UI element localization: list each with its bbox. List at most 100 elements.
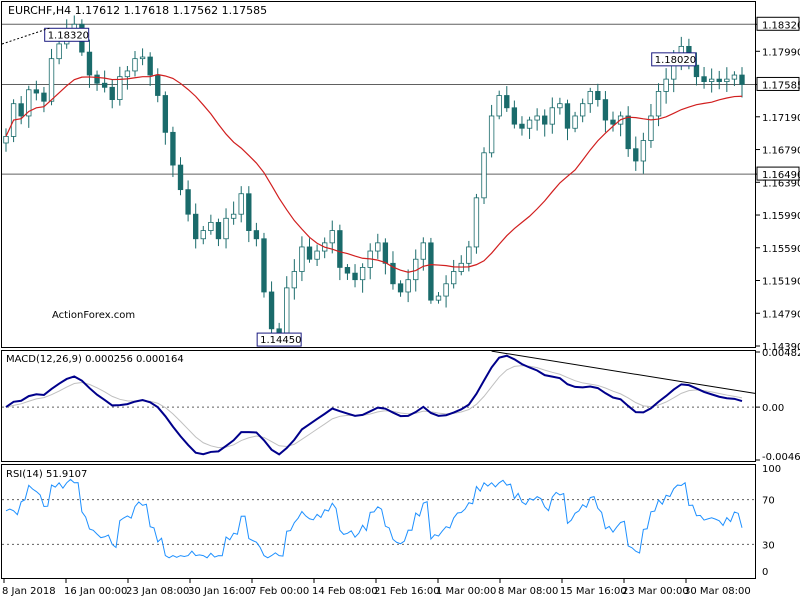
price-annotation-box: [651, 52, 697, 67]
price-tick-label: 1.16390: [762, 178, 800, 189]
price-tick-label: 1.14390: [762, 342, 800, 353]
candle-body: [640, 140, 647, 162]
candle-body: [139, 56, 146, 60]
candle-body: [579, 103, 586, 117]
candle-body: [443, 283, 449, 297]
candle-body: [261, 238, 267, 293]
time-tick-label: 30 Jan 16:00: [188, 586, 251, 597]
macd-pane: [1, 350, 756, 462]
candle-body: [488, 115, 495, 154]
macd-signal-line: [5, 365, 743, 449]
candle-body: [230, 213, 237, 219]
candle-body: [33, 89, 40, 94]
candle-body: [382, 242, 389, 264]
candle-body: [3, 136, 9, 144]
macd-tick-label: 0.004827: [762, 348, 800, 359]
candle-body: [299, 246, 305, 272]
candle-body: [701, 76, 707, 82]
candle-body: [534, 115, 540, 121]
rsi-indicator: 100 70 30 0: [2, 464, 781, 578]
candle-body: [344, 267, 351, 274]
price-tick-label: 1.17585: [762, 80, 800, 91]
candle-body: [124, 70, 131, 78]
moving-average-line: [5, 73, 743, 273]
candle-body: [731, 74, 738, 80]
candle-body: [519, 123, 525, 129]
candle-body: [284, 287, 290, 334]
macd-line: [5, 354, 743, 456]
rsi-title: RSI(14) 51.9107: [6, 469, 87, 480]
candle-body: [155, 74, 161, 96]
rsi-tick-label: 0: [762, 567, 768, 578]
candle-body: [162, 95, 169, 133]
candle-body: [26, 89, 32, 117]
candle-body: [329, 230, 335, 244]
price-tick-box: [756, 76, 800, 91]
price-tick-label: 1.14790: [762, 309, 800, 320]
candle-body: [610, 119, 616, 125]
candle-body: [526, 119, 533, 129]
macd-title: MACD(12,26,9) 0.000256 0.000164: [6, 354, 184, 365]
price-tick-label: 1.15990: [762, 211, 800, 222]
candle-body: [314, 250, 320, 260]
watermark: ActionForex.com: [52, 310, 135, 321]
candle-body: [86, 51, 93, 76]
price-pane: [1, 1, 756, 348]
price-tick-label: 1.17990: [762, 47, 800, 58]
rsi-tick-label: 70: [762, 496, 775, 507]
moving-average-line: [5, 73, 743, 273]
candle-body: [147, 56, 153, 76]
candle-body: [496, 95, 502, 117]
candle-body: [564, 103, 571, 129]
candle-body: [655, 91, 662, 117]
candle-body: [276, 328, 282, 334]
time-tick-label: 8 Jan 2018: [2, 586, 56, 597]
candle-body: [435, 295, 442, 301]
candle-body: [428, 242, 434, 301]
price-annotation-box: [44, 27, 90, 42]
candle-body: [405, 279, 411, 293]
price-tick-label: 1.18320: [762, 20, 800, 31]
candle-body: [511, 107, 518, 125]
candle-body: [117, 76, 123, 100]
candle-body: [18, 103, 24, 117]
price-tick-label: 1.15190: [762, 277, 800, 288]
candle-body: [420, 242, 426, 260]
candle-body: [200, 230, 206, 240]
candle-body: [633, 148, 639, 162]
macd-tick-label: 0.00: [762, 403, 784, 414]
candle-body: [549, 107, 555, 125]
candle-body: [602, 99, 609, 121]
candle-body: [466, 246, 472, 264]
price-annotations: 1.18320 1.18020 1.14450: [1, 27, 697, 347]
time-tick-label: 14 Feb 08:00: [312, 586, 378, 597]
price-tick-label: 1.16790: [762, 146, 800, 157]
time-tick-label: 21 Feb 16:00: [374, 586, 440, 597]
candle-body: [390, 262, 396, 285]
candle-body: [557, 103, 563, 109]
time-tick-label: 30 Mar 08:00: [684, 586, 751, 597]
candle-body: [716, 78, 722, 82]
time-tick-label: 7 Feb 00:00: [250, 586, 309, 597]
candle-body: [268, 291, 275, 330]
candle-body: [215, 221, 222, 240]
candle-body: [94, 74, 100, 84]
candle-body: [473, 197, 480, 248]
candle-body: [223, 217, 229, 240]
candle-body: [587, 91, 593, 105]
rsi-tick-label: 30: [762, 540, 775, 551]
candle-body: [170, 131, 176, 166]
candle-body: [542, 115, 548, 125]
macd-trendline: [491, 350, 756, 394]
candlesticks: [3, 15, 745, 346]
candle-body: [238, 193, 244, 215]
candle-body: [132, 58, 138, 72]
time-tick-label: 1 Mar 00:00: [436, 586, 496, 597]
time-tick-label: 8 Mar 08:00: [498, 586, 558, 597]
trendline-dotted: [1, 27, 51, 45]
candle-body: [450, 271, 457, 285]
price-tick-label: 1.17190: [762, 113, 800, 124]
price-axis: 1.18320 1.17990 1.17585 1.17190 1.16790 1.164…: [756, 16, 800, 353]
time-tick-label: 16 Jan 00:00: [64, 586, 127, 597]
